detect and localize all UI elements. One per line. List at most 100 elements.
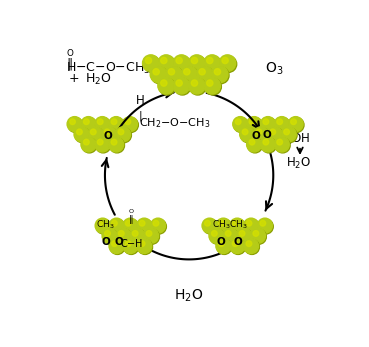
Text: $\rm H_2O$: $\rm H_2O$ (175, 287, 204, 304)
Circle shape (153, 69, 159, 75)
Circle shape (174, 56, 191, 73)
Circle shape (288, 117, 303, 132)
Circle shape (258, 218, 272, 233)
Circle shape (124, 219, 139, 234)
Circle shape (289, 118, 304, 133)
Circle shape (138, 219, 152, 234)
Circle shape (220, 56, 237, 73)
Circle shape (224, 229, 239, 244)
Text: $\rm\overset{O}{\|}$: $\rm\overset{O}{\|}$ (128, 208, 135, 227)
Circle shape (242, 129, 248, 135)
Circle shape (103, 128, 118, 143)
Circle shape (77, 129, 82, 135)
Circle shape (123, 118, 138, 133)
Circle shape (98, 220, 103, 226)
Circle shape (96, 219, 111, 234)
Circle shape (83, 139, 89, 145)
Circle shape (199, 69, 205, 75)
Circle shape (202, 218, 217, 233)
Circle shape (151, 218, 165, 233)
Circle shape (222, 57, 228, 64)
Circle shape (191, 80, 198, 86)
Circle shape (123, 117, 137, 132)
Text: $\rm O{-}CH_2{-}O{-}CH_3$: $\rm O{-}CH_2{-}O{-}CH_3$ (121, 117, 210, 130)
Circle shape (95, 137, 110, 152)
Circle shape (281, 127, 296, 142)
Circle shape (270, 129, 276, 135)
Circle shape (258, 219, 273, 234)
Circle shape (218, 220, 224, 226)
Circle shape (83, 119, 89, 125)
Circle shape (123, 218, 138, 233)
Circle shape (241, 128, 256, 143)
Circle shape (246, 220, 252, 226)
Circle shape (174, 78, 191, 95)
Circle shape (240, 127, 255, 142)
Circle shape (161, 80, 167, 86)
Circle shape (244, 218, 259, 233)
Circle shape (277, 119, 283, 125)
Circle shape (82, 118, 97, 133)
Circle shape (277, 139, 283, 145)
Circle shape (116, 228, 131, 243)
Circle shape (74, 127, 89, 142)
Circle shape (70, 119, 75, 125)
Circle shape (105, 231, 110, 236)
Circle shape (207, 80, 213, 86)
Circle shape (239, 231, 245, 236)
Circle shape (97, 119, 103, 125)
Circle shape (96, 118, 111, 133)
Circle shape (204, 55, 220, 71)
Circle shape (88, 127, 103, 142)
Text: O: O (251, 131, 260, 141)
Circle shape (110, 219, 125, 234)
Circle shape (115, 127, 131, 142)
Circle shape (261, 118, 276, 133)
Circle shape (197, 67, 214, 84)
Circle shape (125, 241, 131, 246)
Circle shape (260, 220, 266, 226)
Circle shape (168, 69, 175, 75)
Circle shape (108, 137, 124, 152)
Circle shape (284, 129, 289, 135)
Circle shape (173, 77, 190, 94)
Circle shape (131, 229, 146, 244)
Circle shape (110, 239, 125, 254)
Circle shape (214, 69, 221, 75)
Circle shape (190, 56, 206, 73)
Circle shape (95, 117, 110, 132)
Circle shape (184, 69, 190, 75)
Circle shape (166, 66, 182, 83)
Circle shape (139, 241, 145, 246)
Circle shape (205, 56, 221, 73)
Circle shape (191, 57, 198, 64)
Circle shape (104, 129, 110, 135)
Circle shape (130, 228, 145, 243)
Text: O: O (114, 237, 123, 247)
Circle shape (68, 118, 83, 133)
Circle shape (205, 78, 221, 95)
Circle shape (246, 241, 252, 246)
Circle shape (282, 128, 297, 143)
Circle shape (146, 231, 152, 236)
Circle shape (124, 239, 139, 254)
Circle shape (230, 218, 245, 233)
Circle shape (110, 138, 124, 153)
Text: $\rm + \ H_2O$: $\rm + \ H_2O$ (66, 73, 112, 87)
Circle shape (176, 57, 182, 64)
Circle shape (237, 228, 252, 243)
Circle shape (213, 67, 229, 84)
Text: $\rm CH_3$: $\rm CH_3$ (229, 218, 247, 230)
Circle shape (209, 228, 224, 243)
Circle shape (118, 129, 124, 135)
Circle shape (75, 128, 90, 143)
Circle shape (111, 139, 117, 145)
Circle shape (245, 239, 259, 254)
Circle shape (145, 57, 152, 64)
Circle shape (132, 231, 138, 236)
Circle shape (254, 127, 269, 142)
Text: O: O (103, 131, 112, 141)
Circle shape (233, 117, 248, 132)
Circle shape (235, 119, 241, 125)
Circle shape (150, 66, 167, 83)
